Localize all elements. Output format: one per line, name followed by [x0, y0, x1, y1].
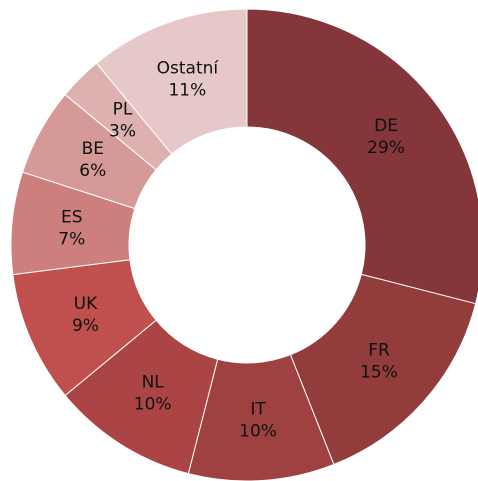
slice-label: IT [250, 400, 266, 420]
slice-value-label: 3% [109, 122, 136, 142]
slice-value-label: 11% [168, 80, 206, 100]
slice-value-label: 6% [79, 161, 106, 181]
slice [246, 8, 478, 305]
slice-value-label: 9% [72, 316, 99, 336]
slice-value-label: 15% [360, 362, 398, 382]
slice [95, 8, 248, 155]
slice-label: BE [82, 139, 104, 159]
slice-label: FR [368, 340, 390, 360]
slice-label: NL [142, 373, 165, 393]
slice-label: ES [61, 207, 83, 227]
slice-label: Ostatní [157, 58, 220, 78]
slice-value-label: 7% [58, 229, 85, 249]
slice-value-label: 29% [367, 138, 405, 158]
slice-value-label: 10% [239, 422, 277, 442]
slice-label: DE [374, 116, 398, 136]
slice-label: PL [113, 100, 133, 120]
slice-value-label: 10% [134, 395, 172, 415]
slice-label: UK [74, 294, 98, 314]
slice [289, 273, 477, 466]
